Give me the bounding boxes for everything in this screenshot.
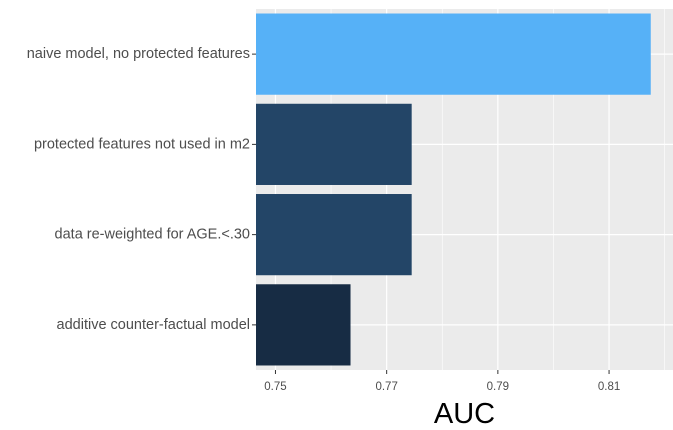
y-tick-label: naive model, no protected features [27, 46, 250, 62]
x-tick-label: 0.81 [598, 381, 620, 393]
x-tick-label: 0.79 [487, 381, 509, 393]
x-tick-label: 0.77 [375, 381, 397, 393]
x-tick-label: 0.75 [264, 381, 286, 393]
y-tick-label: data re-weighted for AGE.<.30 [55, 227, 250, 243]
x-axis-labels: 0.75 0.77 0.79 0.81 [264, 381, 620, 393]
x-axis-title: AUC [434, 398, 495, 430]
y-axis-ticks [252, 53, 256, 326]
y-tick-label: additive counter-factual model [57, 317, 250, 333]
y-tick-label: protected features not used in m2 [34, 136, 250, 152]
bar-3 [256, 194, 412, 276]
bar-4 [256, 284, 351, 366]
bar-2 [256, 103, 412, 185]
y-axis-labels: naive model, no protected features protec… [27, 46, 250, 333]
bar-1 [256, 13, 651, 95]
bars [256, 13, 651, 366]
x-axis-ticks [274, 370, 610, 374]
